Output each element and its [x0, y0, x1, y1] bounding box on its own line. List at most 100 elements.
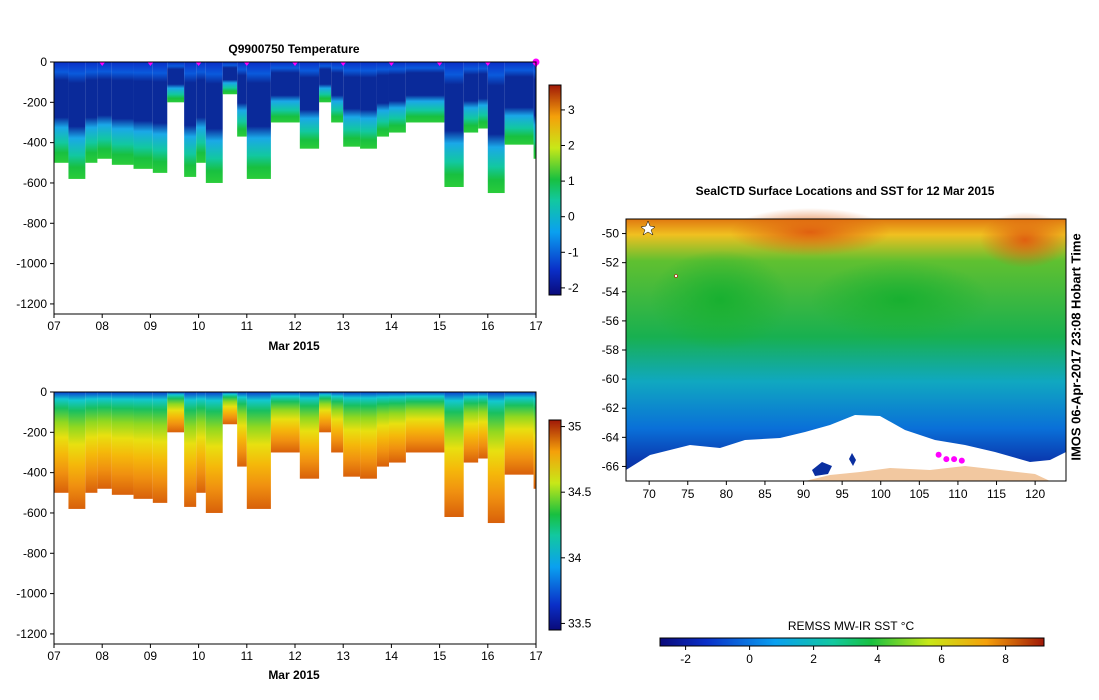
- x-tick-label: 12: [288, 649, 302, 663]
- colorbar-tick-label: 34.5: [568, 485, 592, 499]
- green-patch: [650, 250, 790, 350]
- x-tick-label: 09: [144, 649, 158, 663]
- profile-marker: [243, 62, 250, 66]
- colorbar-tick-label: -1: [568, 245, 579, 259]
- x-tick-label: 17: [529, 649, 543, 663]
- x-tick-label: 14: [385, 649, 399, 663]
- temperature-title: Q9900750 Temperature: [228, 42, 360, 56]
- profile-column: [184, 62, 197, 177]
- profile-column: [343, 62, 361, 147]
- y-tick-label: -1200: [16, 627, 47, 641]
- y-tick-label: -400: [23, 136, 47, 150]
- profile-column: [299, 392, 320, 479]
- map-x-tick-label: 105: [909, 487, 929, 501]
- profile-column: [237, 62, 247, 137]
- x-tick-label: 16: [481, 319, 495, 333]
- salinity-y-axis: 0 -200 -400 -600 -800 -1000 -1200: [16, 385, 54, 641]
- profile-column: [376, 62, 389, 137]
- map-x-axis: 70 75 80 85 90 95 100 105 110 115 120: [642, 481, 1045, 501]
- x-tick-label: 13: [337, 649, 351, 663]
- profile-column: [405, 392, 445, 453]
- map-y-tick-label: -60: [602, 372, 620, 386]
- sst-colorbar-tick-label: 8: [1002, 652, 1009, 666]
- profile-column: [478, 62, 488, 129]
- profile-column: [133, 392, 153, 499]
- profile-column: [111, 392, 134, 495]
- profile-marker: [484, 62, 491, 66]
- y-tick-label: -600: [23, 506, 47, 520]
- profile-column: [463, 392, 479, 463]
- x-tick-label: 10: [192, 649, 206, 663]
- map-x-tick-label: 80: [720, 487, 734, 501]
- profile-column: [205, 62, 223, 183]
- x-tick-label: 11: [241, 649, 254, 663]
- sst-colorbar-tick-label: 4: [874, 652, 881, 666]
- x-tick-label: 10: [192, 319, 206, 333]
- sst-field: [626, 208, 1070, 481]
- colorbar-tick-label: -2: [568, 281, 579, 295]
- salinity-section: 07 08 09 10 11 12 13 14 15 16 17 0 -200 -400 -600 -800…: [16, 385, 591, 682]
- timestamp-label-container: IMOS 06-Apr-2017 23:08 Hobart Time: [1056, 207, 1096, 487]
- seal-location-dot: [943, 456, 950, 463]
- map-x-tick-label: 115: [987, 487, 1006, 501]
- map-y-tick-label: -64: [602, 430, 620, 444]
- profile-column: [360, 392, 377, 479]
- map-y-axis: -50 -52 -54 -56 -58 -60 -62 -64 -66: [602, 227, 626, 473]
- profile-column: [319, 392, 332, 433]
- profile-column: [388, 392, 406, 463]
- colorbar-tick-label: 3: [568, 103, 575, 117]
- y-tick-label: -1000: [16, 257, 47, 271]
- map-x-tick-label: 100: [871, 487, 891, 501]
- profile-column: [270, 62, 300, 123]
- coastal-water: [849, 453, 856, 466]
- profile-column: [54, 62, 69, 163]
- sst-colorbar-tick-label: 0: [746, 652, 753, 666]
- temperature-y-axis: 0 -200 -400 -600 -800 -1000 -1200: [16, 55, 54, 311]
- salinity-profiles: [54, 392, 536, 524]
- map-y-tick-label: -66: [602, 459, 620, 473]
- map-y-tick-label: -54: [602, 285, 620, 299]
- x-tick-label: 17: [529, 319, 543, 333]
- antarctic-ice: [626, 415, 1066, 481]
- temperature-section: Q9900750 Temperature 07 08 09 10 11 12 13 14 15 1…: [16, 42, 579, 353]
- profile-column: [270, 392, 300, 453]
- green-patch: [810, 260, 990, 340]
- y-tick-label: -600: [23, 176, 47, 190]
- profile-column: [463, 62, 479, 133]
- seal-locations: [935, 451, 965, 464]
- profile-column: [111, 62, 134, 165]
- profile-column: [167, 392, 185, 433]
- temperature-colorbar-ticks: -2 -1 0 1 2 3: [561, 103, 579, 295]
- map-title: SealCTD Surface Locations and SST for 12…: [696, 184, 995, 198]
- profile-column: [388, 62, 406, 133]
- map-x-tick-label: 110: [948, 487, 967, 501]
- map-x-tick-label: 75: [681, 487, 695, 501]
- y-tick-label: -1200: [16, 297, 47, 311]
- timestamp-label: IMOS 06-Apr-2017 23:08 Hobart Time: [1068, 233, 1084, 461]
- profile-marker: [340, 62, 347, 66]
- sst-colorbar-tick-label: -2: [680, 652, 691, 666]
- x-tick-label: 07: [47, 319, 61, 333]
- profile-column: [196, 392, 206, 493]
- profile-marker: [388, 62, 395, 66]
- x-tick-label: 11: [241, 319, 254, 333]
- y-tick-label: -800: [23, 546, 47, 560]
- profile-column: [152, 62, 168, 173]
- y-tick-label: -200: [23, 425, 47, 439]
- profile-column: [97, 392, 112, 489]
- profile-column: [343, 392, 361, 477]
- map-x-tick-label: 70: [642, 487, 656, 501]
- profile-marker: [147, 62, 154, 66]
- temperature-profiles: [54, 62, 536, 194]
- map-y-tick-label: -58: [602, 343, 620, 357]
- sst-colorbar-tick-label: 6: [938, 652, 945, 666]
- profile-column: [444, 392, 464, 517]
- y-tick-label: 0: [40, 55, 47, 69]
- temperature-colorbar: [548, 84, 562, 296]
- map-y-tick-label: -56: [602, 314, 620, 328]
- colorbar-tick-label: 33.5: [568, 616, 592, 630]
- profile-marker: [99, 62, 106, 66]
- seal-location-dot: [951, 456, 958, 463]
- temperature-x-axis: 07 08 09 10 11 12 13 14 15 16 17: [47, 314, 543, 333]
- profile-column: [299, 62, 320, 149]
